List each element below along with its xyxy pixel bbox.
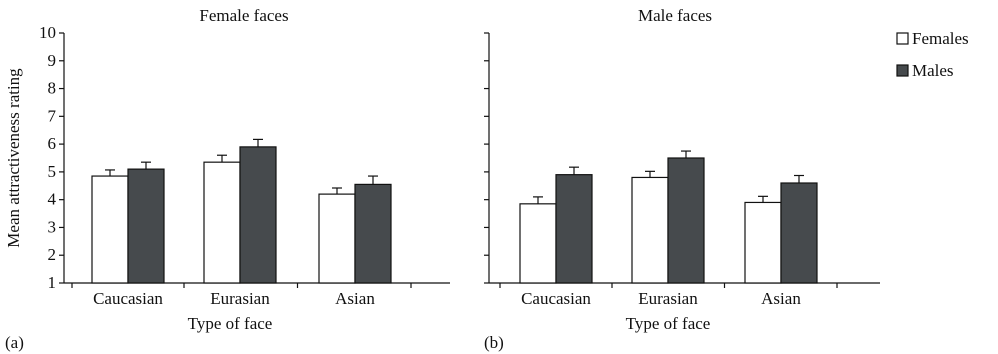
panel-b: Male faces Type of face (b) Caucasian Eur… [484, 6, 880, 352]
legend-label-females: Females [912, 29, 969, 48]
bar-females-asian [744, 201, 782, 284]
legend: Females Males [896, 29, 969, 80]
y-tick-label: 5 [48, 162, 57, 181]
x-axis-label-b: Type of face [626, 314, 711, 333]
bar-females-caucasian [91, 175, 129, 284]
y-tick-label: 10 [39, 23, 56, 42]
x-axis-label-a: Type of face [188, 314, 273, 333]
panel-label-a: (a) [5, 333, 24, 352]
bar-males-eurasian [667, 157, 705, 284]
chart-title-b: Male faces [638, 6, 712, 25]
y-tick-label: 9 [48, 51, 57, 70]
bar-females-eurasian [203, 161, 241, 284]
bar-males-caucasian [127, 168, 165, 284]
x-tick-label: Caucasian [521, 289, 591, 308]
bar-males-eurasian [239, 146, 277, 284]
y-tick-label: 4 [48, 190, 57, 209]
x-tick-label: Caucasian [93, 289, 163, 308]
bar-males-caucasian [555, 174, 593, 284]
y-axis-label: Mean attractiveness rating [4, 68, 23, 248]
y-tick-label: 6 [48, 134, 57, 153]
bar-females-caucasian [519, 203, 557, 284]
y-tick-label: 2 [48, 245, 57, 264]
legend-swatch-males [896, 64, 909, 77]
panel-a: Female faces Type of face (a) 1 2 3 4 5 6 7 8 9 1… [5, 6, 450, 352]
y-tick-label: 7 [48, 106, 57, 125]
y-tick-label: 3 [48, 217, 57, 236]
legend-swatch-females [896, 32, 909, 45]
y-tick-label: 8 [48, 79, 57, 98]
bar-males-asian [780, 182, 818, 284]
bar-females-eurasian [631, 176, 669, 284]
x-tick-label: Eurasian [638, 289, 698, 308]
bar-males-asian [354, 183, 392, 284]
x-tick-label: Asian [761, 289, 801, 308]
bar-females-asian [318, 193, 356, 284]
legend-label-males: Males [912, 61, 954, 80]
x-tick-label: Eurasian [210, 289, 270, 308]
x-tick-label: Asian [335, 289, 375, 308]
chart-title-a: Female faces [199, 6, 288, 25]
panel-label-b: (b) [484, 333, 504, 352]
y-tick-label: 1 [48, 273, 57, 292]
